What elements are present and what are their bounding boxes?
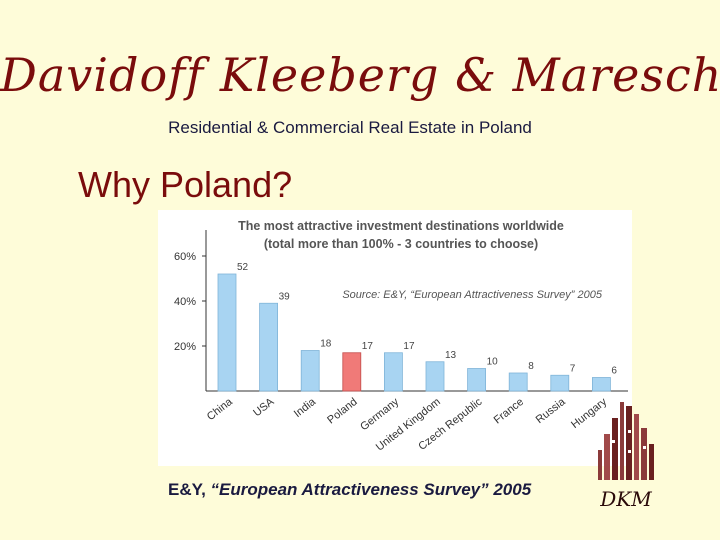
y-tick-label: 40% xyxy=(174,296,196,308)
y-tick-label: 20% xyxy=(174,341,196,353)
x-tick-label: France xyxy=(492,396,526,427)
x-tick-label: India xyxy=(292,395,319,420)
bar-czech-republic xyxy=(467,368,487,392)
x-tick-label: Russia xyxy=(534,395,569,426)
bar-united-kingdom xyxy=(425,361,445,392)
bar-china xyxy=(217,273,237,392)
bar-value-label: 6 xyxy=(611,366,617,377)
x-tick-label: China xyxy=(205,395,236,423)
dkm-logo: DKM xyxy=(590,400,662,518)
chart-panel: The most attractive investment destinati… xyxy=(158,210,632,466)
y-tick-label: 60% xyxy=(174,251,196,263)
footer-source-label: E&Y, xyxy=(168,480,211,499)
bar-usa xyxy=(259,302,278,392)
footer-survey-title: “European Attractiveness Survey” 2005 xyxy=(210,480,532,499)
bar-value-label: 52 xyxy=(237,262,249,273)
bar-value-label: 13 xyxy=(445,350,457,361)
footer-source: E&Y, “European Attractiveness Survey” 20… xyxy=(168,480,531,500)
bar-hungary xyxy=(591,377,611,392)
chart-title-line2: (total more than 100% - 3 countries to c… xyxy=(264,237,538,251)
bar-france xyxy=(508,372,528,392)
bar-germany xyxy=(383,352,403,392)
bar-value-label: 39 xyxy=(279,291,291,302)
slide-heading: Why Poland? xyxy=(78,164,293,205)
logo-text: DKM xyxy=(599,487,652,511)
bar-value-label: 17 xyxy=(403,341,415,352)
bar-value-label: 8 xyxy=(528,361,534,372)
bar-value-label: 7 xyxy=(570,363,576,374)
bar-chart: The most attractive investment destinati… xyxy=(174,219,628,454)
tagline: Residential & Commercial Real Estate in … xyxy=(168,118,532,137)
bar-value-label: 10 xyxy=(487,357,499,368)
bar-value-label: 18 xyxy=(320,339,332,350)
brand-title: Davidoff Kleeberg & Maresch xyxy=(0,48,720,102)
bar-india xyxy=(300,350,320,392)
bar-value-label: 17 xyxy=(362,341,374,352)
bar-poland xyxy=(342,352,362,392)
chart-source-note: Source: E&Y, “European Attractiveness Su… xyxy=(342,289,603,301)
chart-title-line1: The most attractive investment destinati… xyxy=(238,219,564,233)
x-tick-label: USA xyxy=(251,396,277,420)
bar-russia xyxy=(550,374,570,392)
x-tick-label: Poland xyxy=(325,396,359,427)
